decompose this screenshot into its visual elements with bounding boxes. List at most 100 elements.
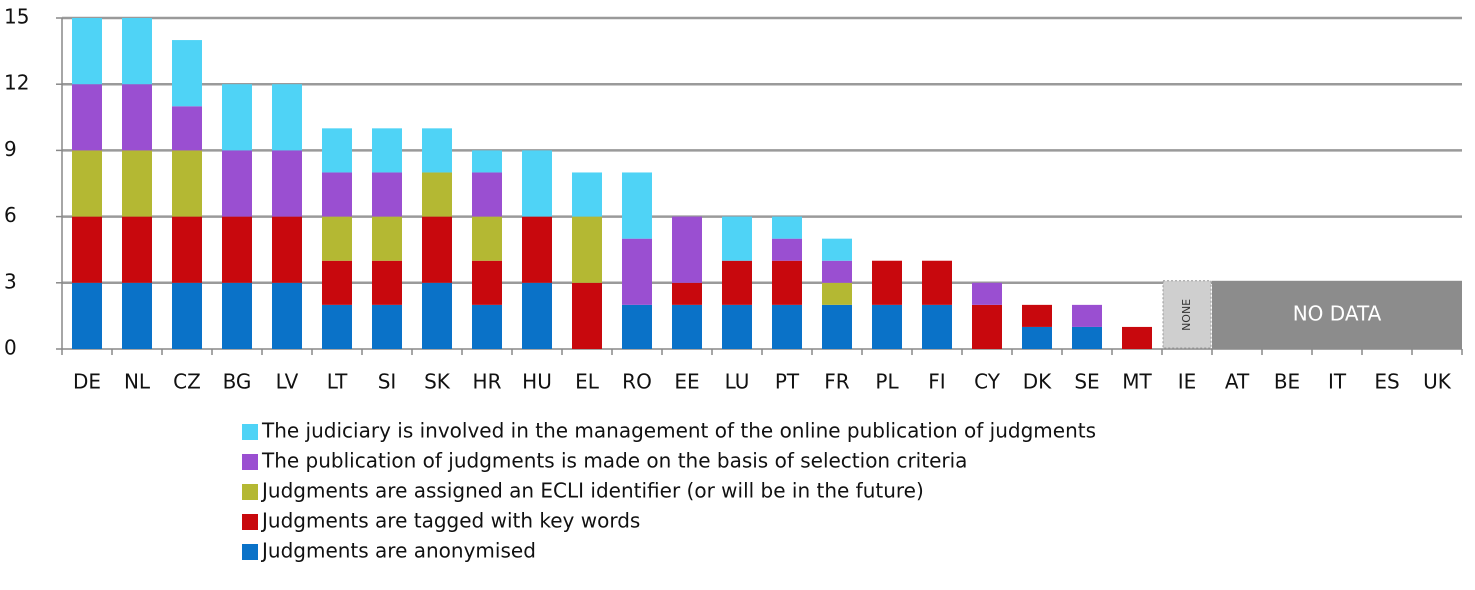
bar-segment <box>222 216 252 283</box>
bar-segment <box>872 260 902 305</box>
x-tick-label: CY <box>974 370 1001 394</box>
bar-segment <box>522 150 552 217</box>
bar-segment <box>122 216 152 283</box>
bar-segment <box>222 282 252 349</box>
bar-segment <box>772 304 802 349</box>
bar-segment <box>222 150 252 217</box>
bar-segment <box>372 216 402 261</box>
legend-swatch <box>242 424 258 440</box>
y-tick-label: 6 <box>4 203 17 227</box>
x-tick-label: BG <box>223 370 252 394</box>
bar-segment <box>172 282 202 349</box>
bar-segment <box>122 150 152 217</box>
bar-segment <box>72 150 102 217</box>
bar-segment <box>122 84 152 151</box>
bar-segment <box>322 304 352 349</box>
bar-segment <box>772 260 802 305</box>
bar-segment <box>572 172 602 217</box>
x-tick-label: UK <box>1423 370 1452 394</box>
legend-swatch <box>242 544 258 560</box>
bar-segment <box>322 172 352 217</box>
bar-segment <box>572 216 602 283</box>
bar-segment <box>472 304 502 349</box>
y-tick-label: 9 <box>4 137 17 161</box>
bar-segment <box>722 216 752 261</box>
no-data-box <box>1212 280 1462 349</box>
bar-segment <box>822 304 852 349</box>
bar-segment <box>372 260 402 305</box>
bar-segment <box>822 260 852 283</box>
bar-segment <box>922 304 952 349</box>
bar-segment <box>472 216 502 261</box>
x-tick-label: ES <box>1374 370 1399 394</box>
bar-segment <box>72 84 102 151</box>
legend-swatch <box>242 454 258 470</box>
x-tick-label: AT <box>1225 370 1250 394</box>
bar-segment <box>172 106 202 151</box>
bar-segment <box>222 84 252 151</box>
x-tick-label: SI <box>378 370 397 394</box>
bar-segment <box>122 18 152 85</box>
legend-swatch <box>242 484 258 500</box>
bar-segment <box>622 238 652 305</box>
x-tick-label: SE <box>1074 370 1099 394</box>
bar-segment <box>522 282 552 349</box>
x-tick-label: CZ <box>173 370 201 394</box>
annotation: NO DATA <box>1293 301 1382 325</box>
y-tick-label: 12 <box>4 71 29 95</box>
bar-segment <box>472 172 502 217</box>
x-tick-label: DK <box>1023 370 1052 394</box>
bar-segment <box>422 172 452 217</box>
none-box <box>1162 280 1212 349</box>
x-tick-label: MT <box>1122 370 1152 394</box>
bar-segment <box>1022 304 1052 327</box>
bar-segment <box>572 282 602 349</box>
x-tick-label: HR <box>473 370 502 394</box>
bar-segment <box>172 216 202 283</box>
bar-segment <box>422 282 452 349</box>
bar-segment <box>472 150 502 173</box>
bar-segment <box>272 150 302 217</box>
bar-segment <box>72 282 102 349</box>
bar-segment <box>772 238 802 261</box>
x-tick-label: IT <box>1328 370 1347 394</box>
bar-segment <box>722 260 752 305</box>
x-tick-label: EL <box>575 370 600 394</box>
bar-segment <box>1072 326 1102 349</box>
x-tick-label: PT <box>775 370 800 394</box>
x-tick-label: SK <box>424 370 451 394</box>
bar-segment <box>422 216 452 283</box>
bar-segment <box>322 260 352 305</box>
legend-label: The judiciary is involved in the managem… <box>261 419 1096 443</box>
bar-segment <box>372 304 402 349</box>
x-tick-label: NL <box>124 370 151 394</box>
legend-label: Judgments are anonymised <box>260 539 536 563</box>
x-tick-label: FI <box>928 370 945 394</box>
bar-segment <box>722 304 752 349</box>
bar-segment <box>272 282 302 349</box>
bar-segment <box>522 216 552 283</box>
legend-label: The publication of judgments is made on … <box>261 449 967 473</box>
bar-segment <box>1072 304 1102 327</box>
y-tick-label: 0 <box>4 336 17 360</box>
bar-segment <box>322 128 352 173</box>
bar-segment <box>672 216 702 283</box>
bar-segment <box>1122 326 1152 349</box>
bar-segment <box>72 216 102 283</box>
x-tick-label: FR <box>824 370 850 394</box>
x-tick-label: PL <box>875 370 899 394</box>
x-tick-label: LU <box>725 370 750 394</box>
y-tick-label: 3 <box>4 269 17 293</box>
bar-segment <box>422 128 452 173</box>
x-tick-label: RO <box>622 370 652 394</box>
bar-segment <box>172 40 202 107</box>
bar-segment <box>772 216 802 239</box>
legend-label: Judgments are assigned an ECLI identifie… <box>260 479 924 503</box>
bar-segment <box>372 172 402 217</box>
bar-segment <box>72 18 102 85</box>
bar-segment <box>372 128 402 173</box>
bar-segment <box>622 172 652 239</box>
legend-swatch <box>242 514 258 530</box>
bar-segment <box>322 216 352 261</box>
